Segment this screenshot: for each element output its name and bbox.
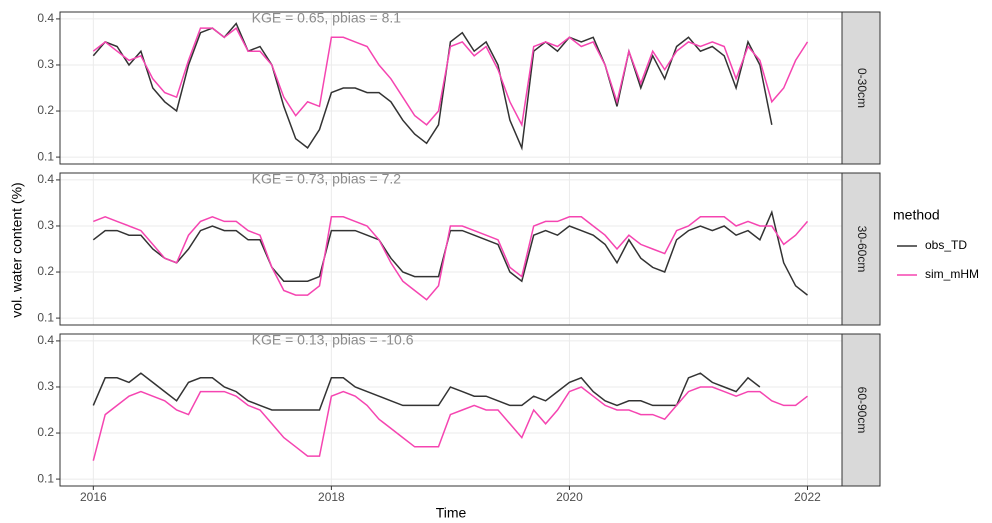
y-tick-label: 0.3 bbox=[37, 218, 54, 232]
strip-label: 60-90cm bbox=[855, 387, 869, 434]
x-tick-label: 2018 bbox=[318, 490, 345, 504]
annotation: KGE = 0.13, pbias = -10.6 bbox=[252, 332, 414, 348]
y-tick-label: 0.3 bbox=[37, 379, 54, 393]
y-tick-label: 0.1 bbox=[37, 149, 54, 163]
panel-background bbox=[60, 173, 842, 325]
legend-label: obs_TD bbox=[925, 238, 967, 252]
series-line bbox=[92, 386, 808, 461]
strip bbox=[841, 172, 881, 326]
y-tick-label: 0.1 bbox=[37, 310, 54, 324]
y-axis-title: vol. water content (%) bbox=[9, 182, 25, 317]
y-tick-label: 0.1 bbox=[37, 471, 54, 485]
series-line bbox=[92, 26, 809, 128]
series-line bbox=[92, 209, 808, 296]
annotation: KGE = 0.73, pbias = 7.2 bbox=[252, 171, 402, 187]
x-axis-title: Time bbox=[436, 505, 467, 521]
y-tick-label: 0.2 bbox=[37, 103, 54, 117]
legend-label: sim_mHM bbox=[925, 267, 979, 281]
series-line bbox=[92, 372, 761, 411]
series-line bbox=[92, 22, 773, 151]
y-tick-label: 0.4 bbox=[37, 11, 54, 25]
strip-label: 30-60cm bbox=[855, 226, 869, 273]
x-tick-label: 2022 bbox=[794, 490, 821, 504]
annotation: KGE = 0.65, pbias = 8.1 bbox=[252, 10, 402, 26]
y-tick-label: 0.4 bbox=[37, 333, 54, 347]
y-tick-label: 0.2 bbox=[37, 425, 54, 439]
series-line bbox=[93, 215, 809, 301]
strip bbox=[841, 333, 881, 487]
x-tick-label: 2020 bbox=[556, 490, 583, 504]
y-tick-label: 0.2 bbox=[37, 264, 54, 278]
legend-title: method bbox=[893, 207, 940, 223]
y-tick-label: 0.3 bbox=[37, 57, 54, 71]
x-tick-label: 2016 bbox=[80, 490, 107, 504]
strip-label: 0-30cm bbox=[855, 68, 869, 108]
panel-background bbox=[60, 12, 842, 164]
y-tick-label: 0.4 bbox=[37, 172, 54, 186]
strip bbox=[841, 11, 881, 165]
